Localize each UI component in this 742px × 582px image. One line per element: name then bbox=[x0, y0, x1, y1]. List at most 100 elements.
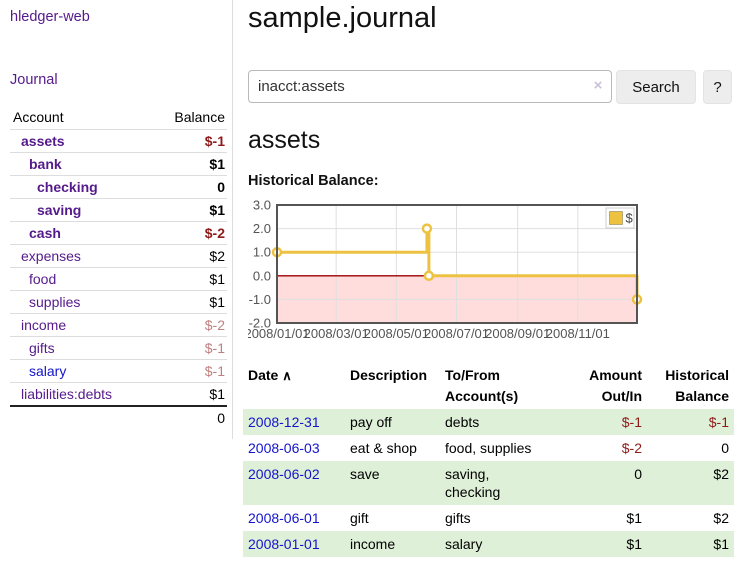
main-content: sample.journal × Search ? assets Histori… bbox=[243, 0, 734, 582]
balance-column-header: Balance bbox=[174, 109, 225, 125]
amount-column-header: Amount Out/In bbox=[589, 367, 642, 404]
transaction-description: eat & shop bbox=[350, 440, 417, 456]
account-balance: $1 bbox=[209, 294, 225, 310]
transaction-amount: $-2 bbox=[621, 440, 642, 456]
accounts-column-header: To/From Account(s) bbox=[445, 367, 519, 404]
transaction-accounts: saving, checking bbox=[445, 466, 501, 500]
account-link-supplies[interactable]: supplies bbox=[29, 294, 81, 310]
register-row: 2008-06-01 gift gifts $1 $2 bbox=[243, 505, 734, 531]
account-link-expenses[interactable]: expenses bbox=[21, 248, 81, 264]
transaction-accounts: debts bbox=[445, 414, 480, 430]
accounts-table: Account Balance assets $-1 bank $1 check… bbox=[10, 105, 227, 429]
svg-text:2008/11/01: 2008/11/01 bbox=[546, 326, 610, 341]
account-row: expenses $2 bbox=[10, 244, 227, 268]
transaction-balance: $2 bbox=[713, 466, 729, 482]
transaction-amount: 0 bbox=[634, 466, 642, 482]
register-row: 2008-06-02 save saving, checking 0 $2 bbox=[243, 461, 734, 505]
account-row: salary $-1 bbox=[10, 359, 227, 383]
description-column-header: Description bbox=[350, 367, 428, 383]
account-balance: $1 bbox=[209, 156, 225, 172]
search-button[interactable]: Search bbox=[616, 70, 696, 104]
account-row: checking 0 bbox=[10, 175, 227, 199]
svg-text:2008/03/01: 2008/03/01 bbox=[304, 326, 369, 341]
account-heading: assets bbox=[248, 126, 321, 154]
help-button[interactable]: ? bbox=[703, 70, 732, 104]
account-row: liabilities:debts $1 bbox=[10, 382, 227, 407]
app-brand-link[interactable]: hledger-web bbox=[10, 9, 90, 25]
transaction-accounts: gifts bbox=[445, 510, 471, 526]
account-link-income[interactable]: income bbox=[21, 317, 67, 333]
account-column-header: Account bbox=[13, 109, 64, 125]
svg-text:-1.0: -1.0 bbox=[249, 292, 271, 307]
account-balance: $1 bbox=[209, 271, 225, 287]
search-input[interactable] bbox=[248, 70, 612, 103]
transaction-date-link[interactable]: 2008-12-31 bbox=[248, 414, 320, 430]
transaction-date-link[interactable]: 2008-06-03 bbox=[248, 440, 320, 456]
svg-text:0.0: 0.0 bbox=[253, 268, 271, 283]
clear-search-icon[interactable]: × bbox=[593, 77, 603, 94]
sort-asc-icon: ∧ bbox=[282, 368, 292, 383]
account-link-gifts[interactable]: gifts bbox=[29, 340, 55, 356]
page-title: sample.journal bbox=[248, 2, 437, 34]
accounts-total-row: 0 bbox=[10, 406, 227, 429]
transaction-amount: $-1 bbox=[621, 414, 642, 430]
transaction-balance: $-1 bbox=[708, 414, 729, 430]
account-balance: $2 bbox=[209, 248, 225, 264]
account-row: gifts $-1 bbox=[10, 336, 227, 360]
sidebar-item-journal[interactable]: Journal bbox=[10, 72, 58, 88]
svg-text:2008/01/01: 2008/01/01 bbox=[248, 326, 310, 341]
account-link-saving[interactable]: saving bbox=[37, 202, 82, 218]
svg-text:2008/05/01: 2008/05/01 bbox=[364, 326, 429, 341]
balance-column-header: Historical Balance bbox=[665, 367, 729, 404]
svg-text:3.0: 3.0 bbox=[253, 200, 271, 213]
accounts-total-value: 0 bbox=[217, 410, 225, 426]
account-link-food[interactable]: food bbox=[29, 271, 57, 287]
transaction-description: gift bbox=[350, 510, 369, 526]
svg-text:2.0: 2.0 bbox=[253, 221, 271, 236]
svg-text:-2.0: -2.0 bbox=[249, 316, 271, 331]
account-row: bank $1 bbox=[10, 152, 227, 176]
account-row: income $-2 bbox=[10, 313, 227, 337]
register-header-row: Date ∧ Description To/From Account(s) Am… bbox=[243, 363, 734, 409]
sidebar: hledger-web Journal Account Balance asse… bbox=[0, 0, 233, 439]
register-table: Date ∧ Description To/From Account(s) Am… bbox=[243, 363, 734, 557]
transaction-date-link[interactable]: 2008-06-01 bbox=[248, 510, 320, 526]
transaction-date-link[interactable]: 2008-06-02 bbox=[248, 466, 320, 482]
transaction-balance: $2 bbox=[713, 510, 729, 526]
date-sort-header[interactable]: Date ∧ bbox=[248, 367, 292, 383]
account-balance: $-2 bbox=[204, 317, 225, 333]
register-row: 2008-06-03 eat & shop food, supplies $-2… bbox=[243, 435, 734, 461]
register-row: 2008-01-01 income salary $1 $1 bbox=[243, 531, 734, 557]
transaction-balance: 0 bbox=[721, 440, 729, 456]
transaction-description: pay off bbox=[350, 414, 392, 430]
svg-text:$: $ bbox=[626, 211, 634, 226]
chart-section-label: Historical Balance: bbox=[248, 173, 379, 189]
account-link-assets[interactable]: assets bbox=[21, 133, 65, 149]
account-row: supplies $1 bbox=[10, 290, 227, 314]
account-link-salary[interactable]: salary bbox=[29, 363, 67, 379]
account-link-bank[interactable]: bank bbox=[29, 156, 62, 172]
account-balance: $1 bbox=[209, 386, 225, 402]
transaction-balance: $1 bbox=[713, 536, 729, 552]
account-balance: $-1 bbox=[204, 363, 225, 379]
account-balance: $-1 bbox=[204, 340, 225, 356]
transaction-description: save bbox=[350, 466, 380, 482]
transaction-amount: $1 bbox=[626, 510, 642, 526]
account-link-liabilities-debts[interactable]: liabilities:debts bbox=[21, 386, 113, 402]
historical-balance-chart: 3.0 2.0 1.0 0.0 -1.0 -2.02008/01/012008/03/01… bbox=[248, 200, 643, 341]
account-balance: 0 bbox=[217, 179, 225, 195]
transaction-description: income bbox=[350, 536, 396, 552]
account-row: assets $-1 bbox=[10, 129, 227, 153]
svg-text:1.0: 1.0 bbox=[253, 245, 271, 260]
account-balance: $-1 bbox=[204, 133, 225, 149]
search-form: × Search ? bbox=[248, 70, 734, 104]
account-link-cash[interactable]: cash bbox=[29, 225, 61, 241]
account-link-checking[interactable]: checking bbox=[37, 179, 98, 195]
transaction-date-link[interactable]: 2008-01-01 bbox=[248, 536, 320, 552]
account-row: cash $-2 bbox=[10, 221, 227, 245]
account-row: food $1 bbox=[10, 267, 227, 291]
transaction-accounts: food, supplies bbox=[445, 440, 532, 456]
account-balance: $-2 bbox=[204, 225, 225, 241]
svg-text:2008/09/01: 2008/09/01 bbox=[485, 326, 550, 341]
account-row: saving $1 bbox=[10, 198, 227, 222]
